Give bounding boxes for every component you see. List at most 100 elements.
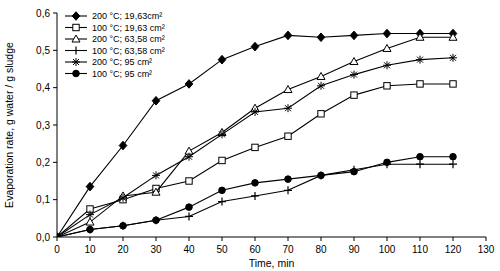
x-tick-label: 30 [150,244,162,255]
x-tick [321,237,322,241]
data-point [416,160,424,168]
x-tick [90,237,91,241]
legend-marker [72,12,80,21]
data-point [384,83,390,89]
data-point [152,171,160,179]
data-point [219,157,225,163]
data-point [251,108,259,116]
data-point [87,226,94,233]
legend-marker [72,58,80,66]
legend-label: 100 °C; 19,63 cm² [92,23,165,33]
data-point [317,82,325,90]
data-point [284,104,292,112]
x-tick [453,237,454,241]
data-point [186,178,192,184]
y-tick-label: 0,6 [36,8,50,19]
x-tick-label: 10 [84,244,96,255]
data-point [185,80,193,89]
x-tick-label: 0 [54,244,60,255]
x-tick [189,237,190,241]
data-point [449,54,457,62]
legend-marker [73,24,79,30]
data-point [449,33,457,40]
data-point [317,33,325,42]
data-point [318,172,325,179]
data-point [86,182,94,191]
y-tick-label: 0,2 [36,157,50,168]
legend-label: 200 °C; 19,63cm² [92,11,162,21]
y-tick [53,13,57,14]
data-point [318,111,324,117]
x-tick [156,237,157,241]
legend-marker [72,47,80,55]
data-point [185,212,193,220]
data-point [251,192,259,200]
data-point [119,141,127,150]
x-tick [354,237,355,241]
legend-marker [72,35,80,42]
y-tick-label: 0,5 [36,45,50,56]
legend-label: 100 °C; 95 cm² [92,69,152,79]
y-tick [53,162,57,163]
x-tick [222,237,223,241]
series-line [57,37,453,237]
y-tick [53,199,57,200]
data-point [350,58,358,65]
data-point [153,217,160,224]
y-tick-label: 0,1 [36,194,50,205]
x-axis-line [57,237,486,238]
data-point [383,29,391,38]
data-point [252,144,258,150]
data-point [450,153,457,160]
x-tick-label: 100 [379,244,396,255]
y-axis-label: Evaporation rate, g water / g sludge [3,42,15,208]
data-point [317,171,325,179]
x-tick-label: 40 [183,244,195,255]
plot-data [57,29,457,237]
data-point [450,81,456,87]
data-point [350,31,358,40]
data-point [350,71,358,79]
legend-label: 200 °C; 95 cm² [92,57,152,67]
x-axis-label: Time, min [249,257,295,269]
data-point [384,159,391,166]
data-point [449,160,457,168]
series-line [57,58,453,237]
data-point [219,187,226,194]
data-point [120,223,127,230]
data-point [152,216,160,224]
data-point [86,218,94,225]
legend-label: 100 °C; 63,58 cm² [92,46,165,56]
data-point [86,226,94,234]
legend-label: 200 °C; 63,58 cm² [92,34,165,44]
x-tick [486,237,487,241]
data-point [86,211,94,219]
x-tick-label: 110 [412,244,428,255]
data-point [351,168,358,175]
legend: 200 °C; 19,63cm²100 °C; 19,63 cm²200 °C;… [65,11,165,79]
y-tick [53,125,57,126]
data-point [252,180,259,187]
axes: 01020304050607080901001101201300,00,10,2… [36,8,495,256]
series-line [57,157,453,237]
x-tick-label: 60 [249,244,261,255]
data-point [119,222,127,230]
data-point [186,204,193,211]
data-point [57,233,61,237]
data-point [57,234,60,237]
chart: 01020304050607080901001101201300,00,10,2… [0,0,500,271]
data-point [416,33,424,40]
x-tick [123,237,124,241]
x-tick [255,237,256,241]
data-point [285,133,291,139]
y-tick [53,50,57,51]
data-point [218,130,226,138]
data-point [317,72,325,79]
series-line [57,34,453,237]
data-point [218,55,226,64]
data-point [152,96,160,105]
y-tick [53,87,57,88]
data-point [218,198,226,206]
x-tick-label: 70 [282,244,294,255]
data-point [383,61,391,69]
